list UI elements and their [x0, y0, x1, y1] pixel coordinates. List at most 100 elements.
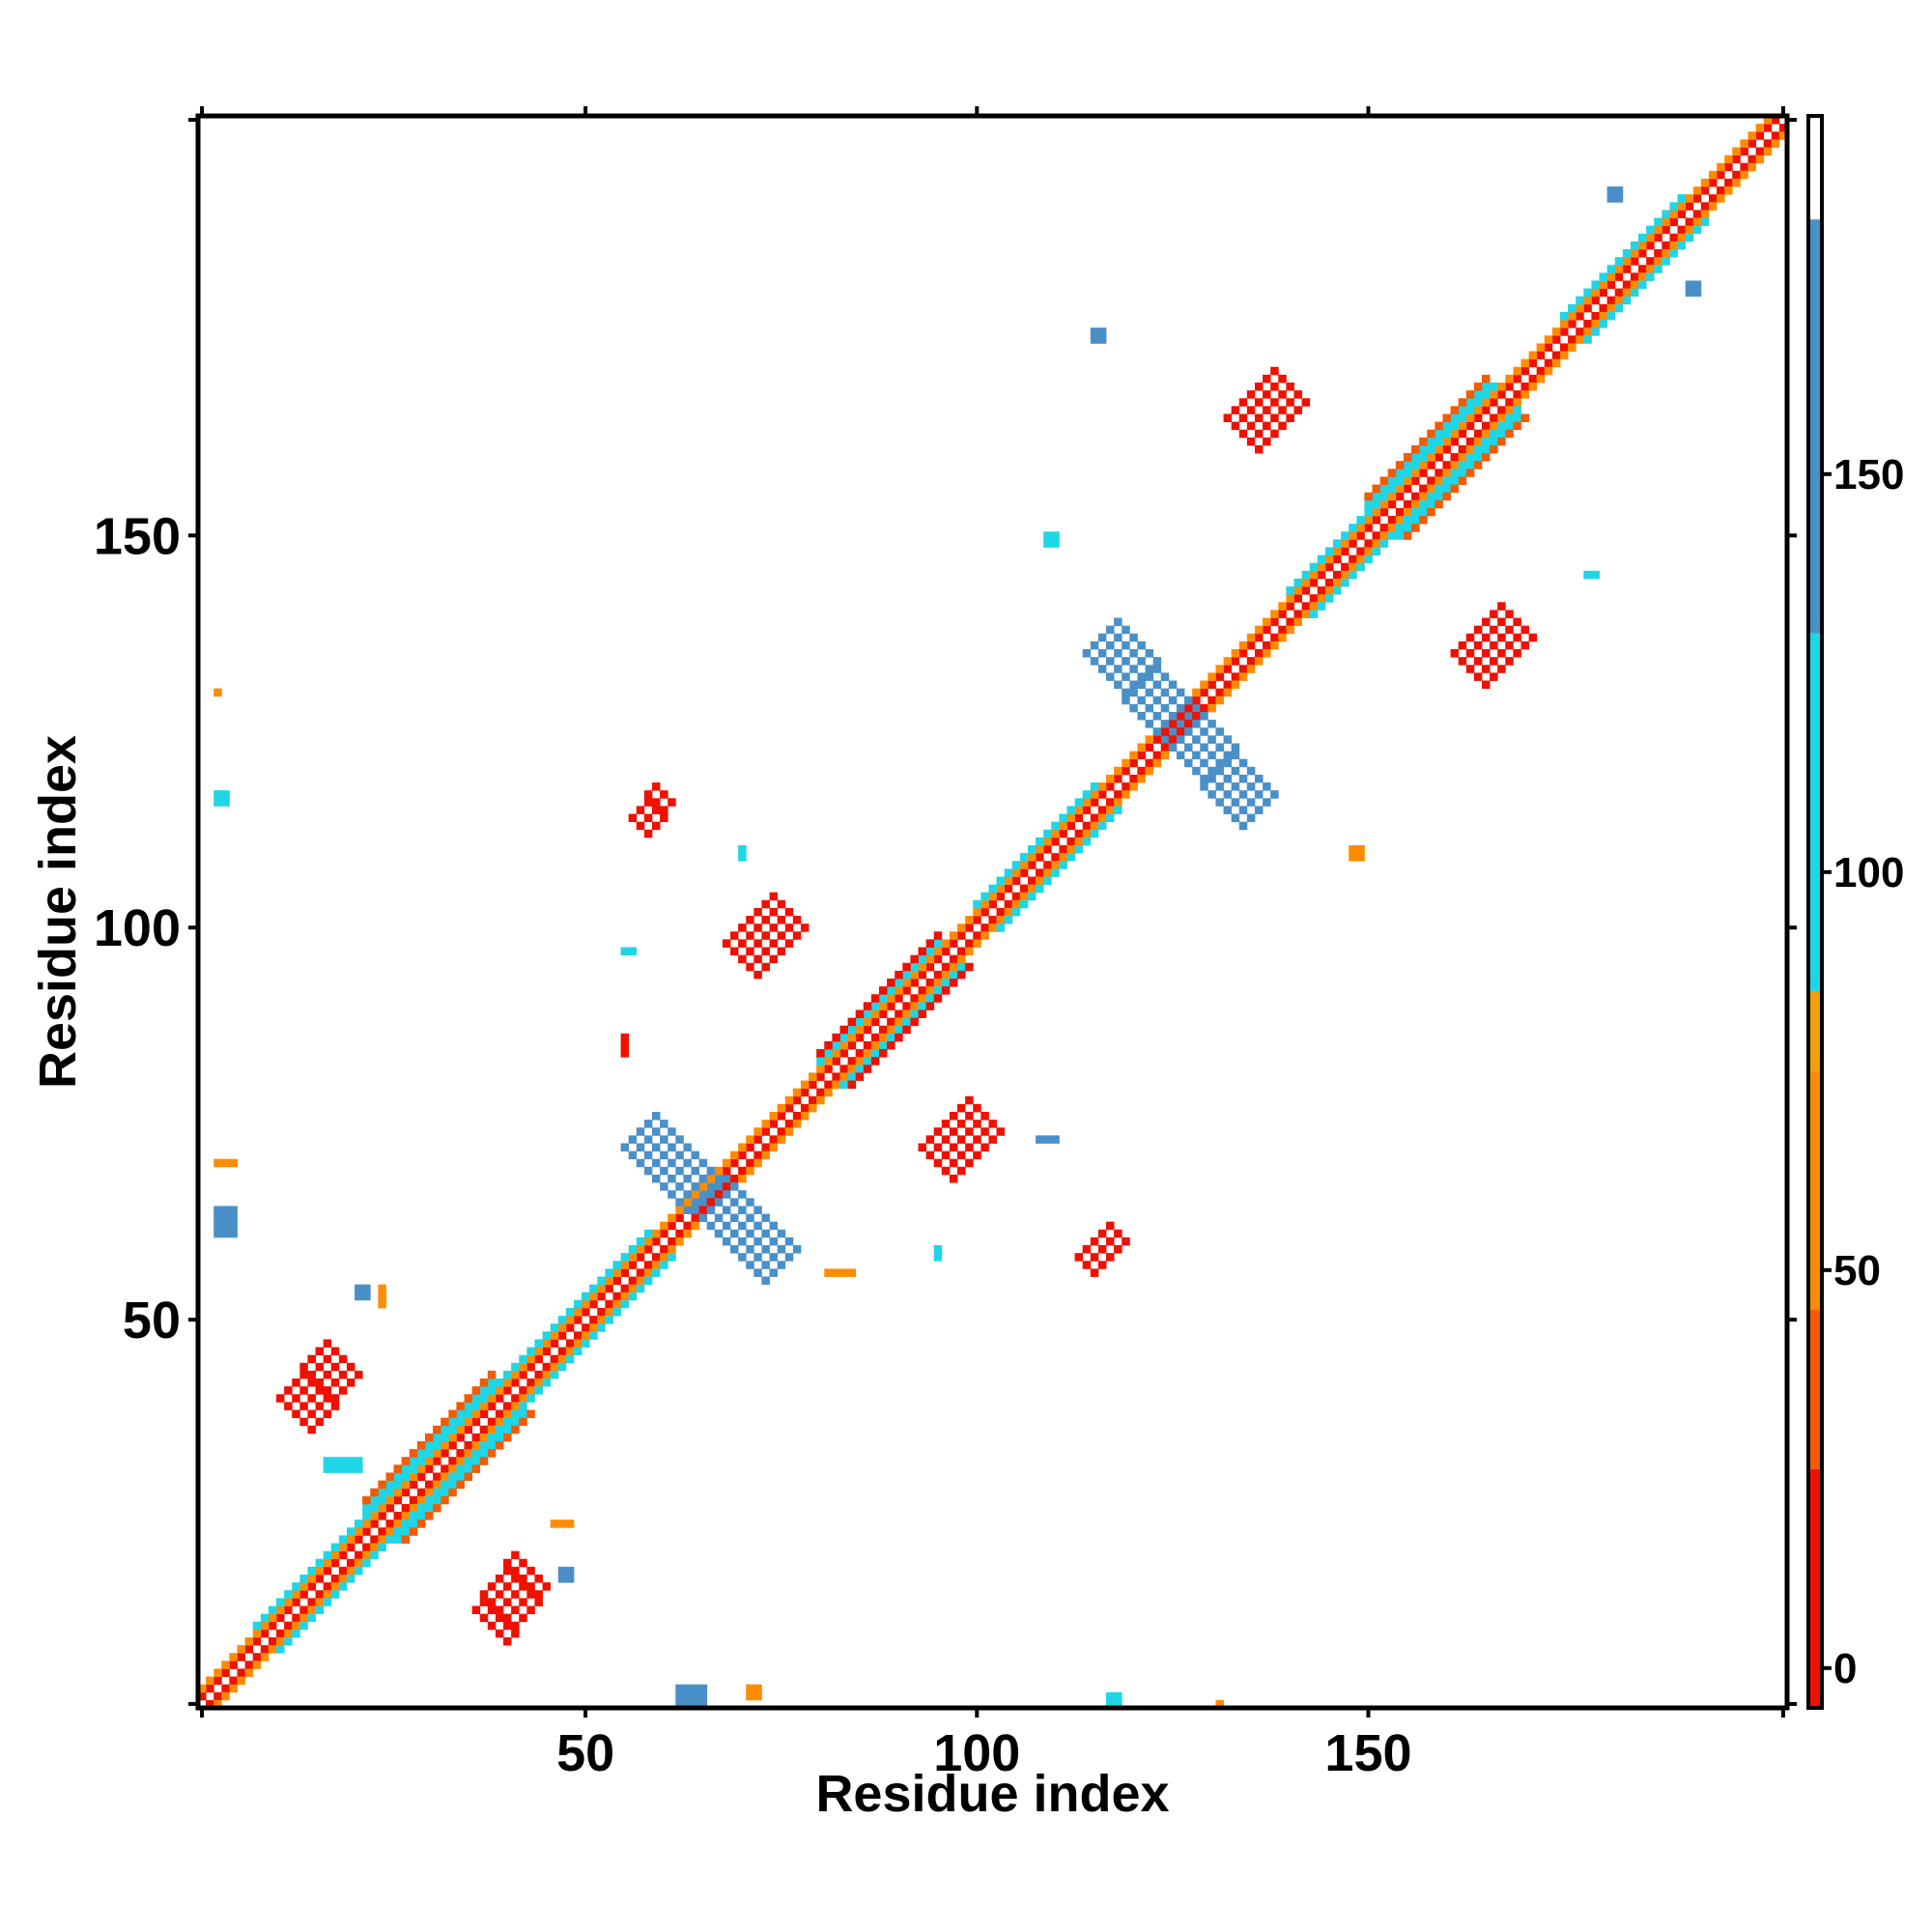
heatmap-cell	[683, 1229, 692, 1238]
heatmap-cell	[1465, 469, 1475, 477]
heatmap-cell	[338, 1543, 348, 1552]
heatmap-cell	[1551, 327, 1561, 336]
heatmap-cell	[1442, 461, 1451, 469]
heatmap-cell	[385, 1527, 394, 1536]
heatmap-cell	[425, 1433, 434, 1442]
colorbar-band	[1808, 991, 1822, 1071]
heatmap-cell	[1419, 476, 1428, 485]
heatmap-cell	[268, 1629, 277, 1638]
heatmap-cell	[1090, 1236, 1099, 1246]
heatmap-cell	[1254, 444, 1264, 454]
heatmap-cell	[1114, 782, 1122, 791]
heatmap-cell	[1231, 657, 1240, 666]
heatmap-cell	[949, 979, 958, 987]
heatmap-cell	[1481, 437, 1491, 446]
heatmap-cell	[252, 1645, 262, 1654]
heatmap-cell	[1700, 202, 1710, 211]
heatmap-cell	[933, 1245, 943, 1254]
heatmap-cell	[957, 1120, 966, 1128]
heatmap-cell	[1395, 461, 1405, 469]
heatmap-cell	[425, 1488, 434, 1497]
heatmap-cell	[401, 1527, 411, 1536]
heatmap-cell	[800, 923, 810, 932]
heatmap-cell	[440, 1417, 449, 1427]
heatmap-cell	[628, 1261, 638, 1269]
colorbar-tick-label: 150	[1833, 451, 1904, 498]
heatmap-cell	[1646, 233, 1655, 242]
heatmap-cell	[612, 1284, 621, 1293]
heatmap-cell	[1200, 696, 1208, 705]
heatmap-cell	[879, 1049, 888, 1058]
heatmap-cell	[362, 1495, 371, 1505]
heatmap-cell	[1740, 170, 1748, 180]
heatmap-cell	[738, 1206, 747, 1214]
heatmap-cell	[738, 923, 747, 932]
heatmap-cell	[730, 1182, 739, 1191]
heatmap-cell	[1223, 657, 1233, 666]
heatmap-cell	[1278, 602, 1287, 611]
heatmap-cell	[683, 1158, 692, 1168]
heatmap-cell	[660, 813, 668, 823]
heatmap-cell	[996, 1127, 1006, 1136]
heatmap-cell	[464, 1440, 473, 1450]
heatmap-cell	[777, 1135, 786, 1144]
heatmap-cell	[1043, 837, 1052, 846]
heatmap-cell	[416, 1512, 426, 1520]
heatmap-cell	[378, 1292, 386, 1301]
heatmap-cell	[683, 1143, 692, 1152]
heatmap-cell	[980, 931, 989, 940]
heatmap-cell	[1442, 453, 1451, 462]
heatmap-cell	[1270, 398, 1279, 407]
heatmap-cell	[839, 1080, 848, 1090]
heatmap-cell	[847, 1080, 857, 1090]
heatmap-cell	[769, 1236, 779, 1246]
heatmap-cell	[1200, 743, 1208, 752]
heatmap-cell	[1097, 798, 1107, 807]
heatmap-cell	[1513, 406, 1521, 414]
heatmap-cell	[636, 1245, 645, 1254]
heatmap-cell	[698, 1158, 708, 1168]
heatmap-cell	[660, 806, 668, 814]
heatmap-cell	[1505, 640, 1514, 650]
heatmap-cell	[1536, 343, 1546, 352]
heatmap-cell	[534, 1590, 543, 1599]
heatmap-cell	[1490, 672, 1498, 681]
heatmap-cell	[675, 1213, 684, 1223]
heatmap-cell	[346, 1457, 355, 1465]
heatmap-cell	[1630, 288, 1639, 298]
heatmap-cell	[1669, 202, 1678, 211]
heatmap-cell	[519, 1409, 527, 1419]
heatmap-cell	[1442, 413, 1451, 423]
heatmap-cell	[323, 1550, 332, 1560]
heatmap-cell	[1066, 837, 1075, 846]
heatmap-cell	[1231, 680, 1240, 690]
heatmap-cell	[1215, 665, 1224, 673]
heatmap-cell	[1732, 170, 1741, 180]
heatmap-cell	[1333, 554, 1342, 564]
heatmap-cell	[1333, 586, 1342, 595]
heatmap-cell	[1481, 665, 1491, 673]
heatmap-cell	[221, 1691, 230, 1701]
heatmap-cell	[1458, 476, 1467, 485]
heatmap-cell	[1106, 790, 1115, 799]
heatmap-cell	[1097, 782, 1107, 791]
heatmap-cell	[620, 1049, 630, 1058]
heatmap-cell	[933, 1158, 943, 1168]
heatmap-cell	[221, 798, 230, 807]
heatmap-cell	[1763, 147, 1773, 156]
heatmap-cell	[1638, 280, 1647, 289]
heatmap-cell	[330, 1574, 340, 1583]
heatmap-cell	[1059, 845, 1067, 854]
heatmap-cell	[1114, 806, 1122, 814]
heatmap-cell	[409, 1457, 418, 1465]
heatmap-cell	[495, 1409, 504, 1419]
heatmap-cell	[1646, 225, 1655, 235]
heatmap-cell	[1263, 390, 1271, 399]
heatmap-cell	[902, 979, 911, 987]
heatmap-cell	[988, 916, 997, 924]
heatmap-cell	[565, 1354, 575, 1364]
heatmap-cell	[425, 1480, 434, 1490]
heatmap-cell	[213, 1213, 222, 1223]
heatmap-cell	[1137, 758, 1146, 768]
heatmap-cell	[1349, 570, 1357, 580]
